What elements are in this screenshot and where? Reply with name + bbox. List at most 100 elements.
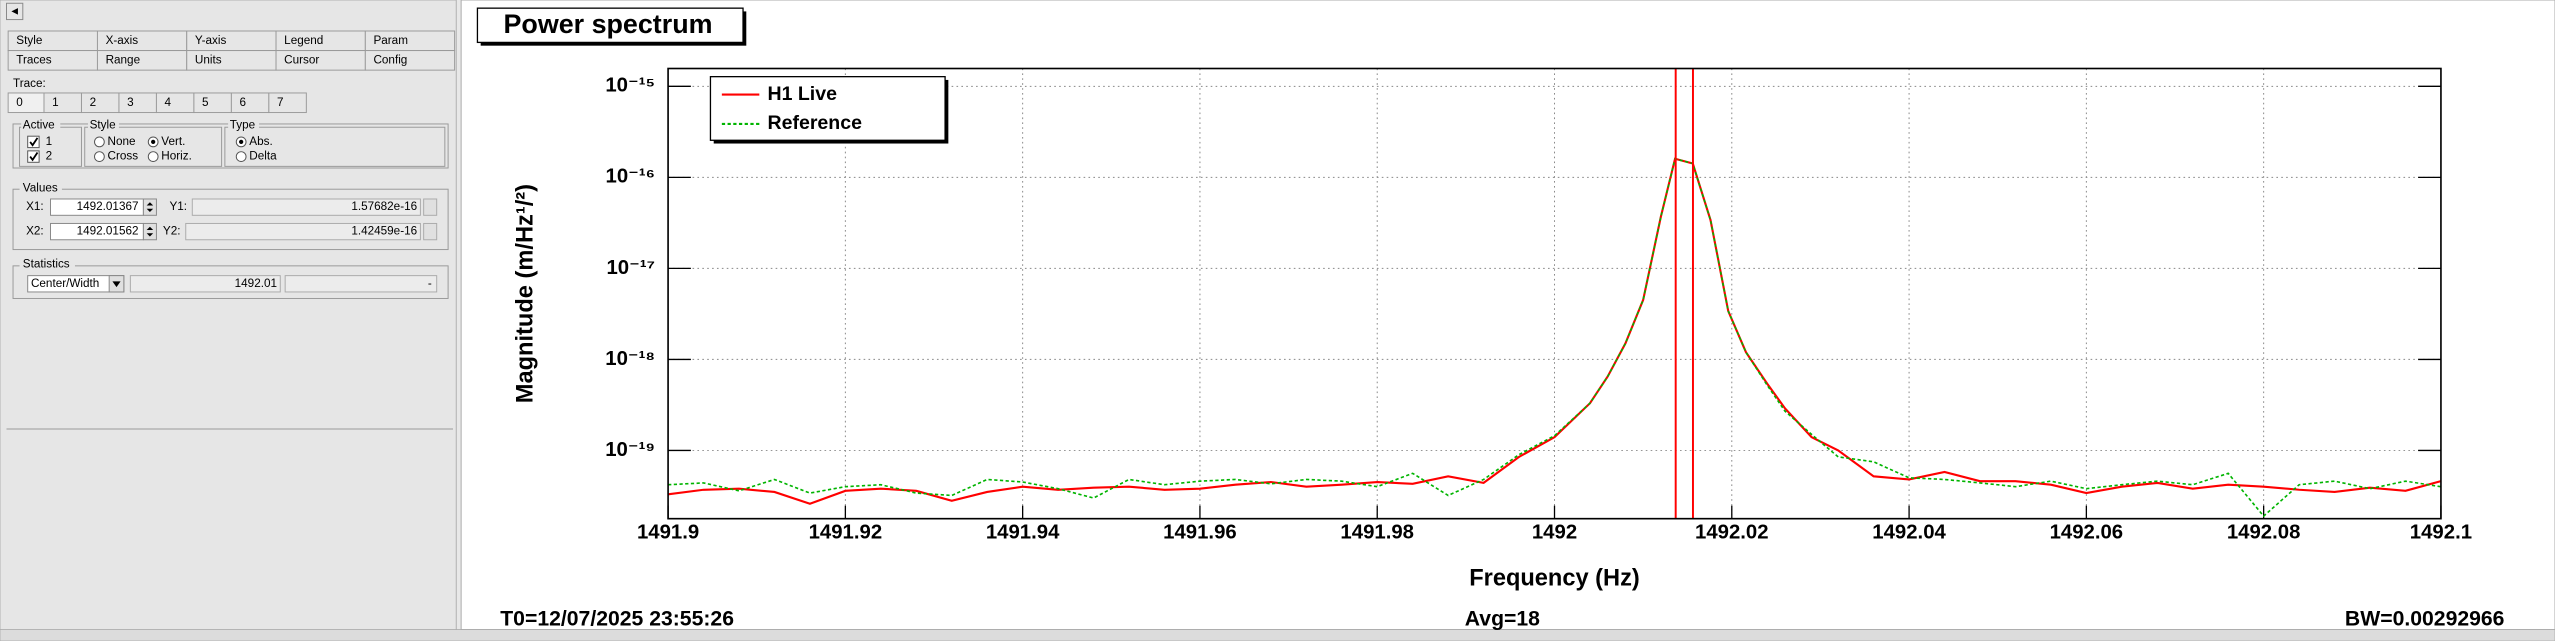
label-gap [19, 260, 75, 270]
y-tick-label: 10⁻¹⁵ [605, 75, 655, 97]
y1-value: 1.57682e-16 [351, 200, 417, 213]
statistics-group [12, 265, 449, 299]
checkmark [29, 137, 39, 147]
radio-label: Vert. [161, 135, 185, 148]
tab-label: Y-axis [195, 34, 227, 47]
trace-tab-label: 0 [16, 96, 23, 109]
label-gap [228, 120, 260, 129]
radio-button[interactable] [147, 151, 159, 162]
x-tick-label: 1491.92 [809, 522, 883, 544]
y-tick-label: 10⁻¹⁹ [605, 439, 655, 461]
statistics-mode: Center/Width [31, 277, 99, 290]
tab-label: Traces [16, 53, 52, 66]
radio-label: Abs. [249, 135, 272, 148]
tab-label: Cursor [284, 53, 319, 66]
title-box [476, 7, 744, 44]
plot-frame [667, 67, 2442, 520]
tab[interactable] [364, 50, 456, 71]
statistics-extra: - [428, 277, 432, 290]
label-gap [87, 120, 119, 129]
series-line [667, 157, 2442, 505]
y2-label: Y2: [163, 225, 181, 238]
trace-tab[interactable] [80, 92, 120, 114]
trace-tab[interactable] [43, 92, 82, 114]
x-tick-label: 1492.02 [1695, 522, 1769, 544]
style-label: Style [90, 119, 116, 132]
radio-button[interactable] [94, 136, 105, 148]
values-group [12, 188, 449, 251]
trace-label: Trace: [13, 77, 46, 90]
tab-label: Units [195, 53, 222, 66]
radio-button[interactable] [94, 151, 105, 162]
trace-tab-label: 3 [127, 96, 134, 109]
values-label: Values [23, 181, 58, 194]
y2-spinner [423, 222, 438, 241]
trace-tab[interactable] [155, 92, 195, 114]
checkmark [29, 152, 39, 162]
tab-label: Param [373, 34, 407, 47]
trace-tab-label: 7 [277, 96, 284, 109]
series-line [668, 157, 2442, 518]
footer-avg: Avg=18 [1465, 607, 1540, 630]
x-tick-label: 1491.98 [1340, 522, 1414, 544]
trace-tab[interactable] [193, 92, 232, 114]
radio-button[interactable] [235, 151, 247, 162]
trace-tab-label: 2 [90, 96, 97, 109]
tab-label: Style [16, 34, 42, 47]
statistics-field [284, 275, 438, 293]
trace-tab-label: 4 [165, 96, 172, 109]
x1-value: 1492.01367 [77, 200, 139, 213]
radio-dot [239, 139, 244, 145]
y1-label: Y1: [169, 200, 187, 213]
checkbox-label: 1 [46, 135, 53, 148]
y-tick-label: 10⁻¹⁷ [606, 257, 655, 279]
spinner-arrows [146, 202, 154, 213]
collapse-arrow [11, 8, 18, 15]
tab-label: Config [373, 53, 407, 66]
x-axis-title: Frequency (Hz) [1469, 565, 1640, 591]
active-label: Active [23, 119, 55, 132]
trace-tab-label: 6 [240, 96, 247, 109]
radio-label: Horiz. [161, 150, 192, 163]
x-tick-label: 1492.08 [2227, 522, 2301, 544]
trace-tab[interactable] [230, 92, 270, 114]
y1-field [191, 198, 421, 216]
x-tick-label: 1492.1 [2410, 522, 2472, 544]
trace-tab[interactable] [118, 92, 157, 114]
trace-tab[interactable] [7, 92, 45, 114]
footer-bw: BW=0.00292966 [2345, 607, 2505, 630]
label-gap [21, 120, 61, 129]
x2-spinner[interactable] [142, 222, 157, 241]
x2-value: 1492.01562 [77, 225, 139, 238]
y2-field [185, 222, 421, 241]
x-tick-label: 1491.96 [1163, 522, 1237, 544]
trace-tab[interactable] [268, 92, 307, 114]
x-tick-label: 1492.04 [1872, 522, 1946, 544]
status-strip [0, 629, 2555, 641]
statistics-label: Statistics [23, 257, 70, 270]
x-tick-label: 1491.9 [637, 522, 699, 544]
tab-label: X-axis [106, 34, 139, 47]
y2-value: 1.42459e-16 [351, 225, 417, 238]
x-tick-label: 1492 [1532, 522, 1577, 544]
trace-tab-label: 5 [202, 96, 209, 109]
checkbox[interactable] [27, 150, 40, 163]
tab-label: Legend [284, 34, 323, 47]
statistics-value: 1492.01 [235, 277, 277, 290]
style-box [84, 126, 223, 167]
checkbox[interactable] [27, 135, 40, 149]
legend-label: H1 Live [767, 83, 837, 105]
chart-title: Power spectrum [504, 9, 713, 39]
type-label: Type [230, 119, 255, 132]
radio-dot [151, 139, 156, 145]
footer-t0: T0=12/07/2025 23:55:26 [500, 607, 734, 630]
x2-label: X2: [26, 225, 44, 238]
spinner-arrows [146, 226, 154, 237]
label-gap [19, 184, 62, 193]
y-axis-title: Magnitude (m/Hz¹/²) [513, 184, 539, 403]
radio-label: Cross [108, 150, 139, 163]
x1-spinner[interactable] [142, 198, 157, 216]
y1-spinner [423, 198, 438, 216]
radio-label: None [108, 135, 136, 148]
